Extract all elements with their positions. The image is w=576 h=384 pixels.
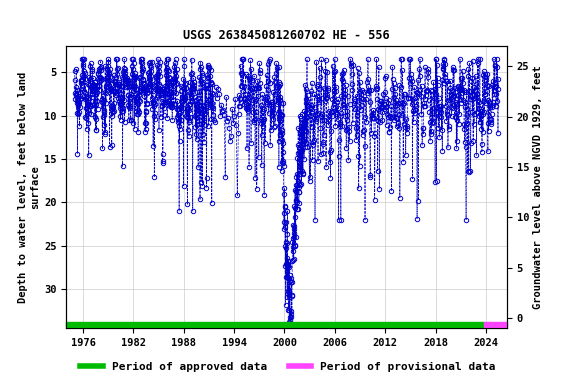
Bar (484, 322, 507, 328)
Legend: Period of approved data, Period of provisional data: Period of approved data, Period of provi… (76, 358, 500, 377)
Title: USGS 263845081260702 HE - 556: USGS 263845081260702 HE - 556 (183, 29, 390, 42)
Y-axis label: Groundwater level above NGVD 1929, feet: Groundwater level above NGVD 1929, feet (533, 65, 543, 309)
Bar (66, 322, 484, 328)
Y-axis label: Depth to water level, feet below land
surface: Depth to water level, feet below land su… (18, 71, 40, 303)
